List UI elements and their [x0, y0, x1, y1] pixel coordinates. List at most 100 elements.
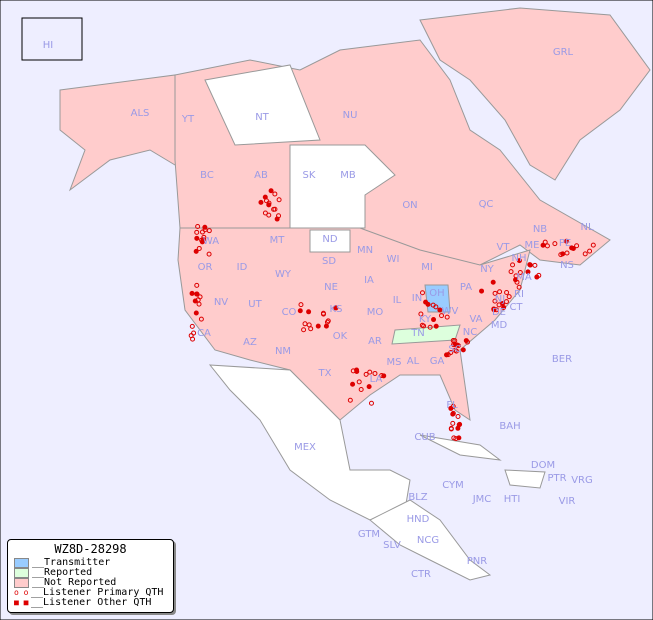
region-label-slv: SLV	[383, 540, 401, 551]
listener-marker	[268, 188, 274, 194]
legend-other: __Listener Other QTH	[31, 597, 152, 608]
listener-marker	[587, 248, 593, 254]
region-label-ct: CT	[509, 302, 523, 313]
legend-not-reported: __Not Reported	[32, 577, 117, 588]
region-label-sd: SD	[322, 256, 336, 267]
region-label-ut: UT	[248, 299, 262, 310]
listener-marker	[266, 200, 272, 206]
listener-marker	[457, 421, 463, 427]
listener-marker	[444, 314, 450, 320]
listener-marker	[439, 313, 445, 319]
region-label-mex: MEX	[294, 442, 316, 453]
listener-marker	[272, 206, 278, 212]
listener-marker	[354, 367, 360, 373]
region-label-il: IL	[393, 295, 402, 306]
legend-transmitter: __Transmitter	[32, 557, 111, 568]
listener-marker	[463, 338, 469, 344]
region-label-gtm: GTM	[358, 529, 380, 540]
region-label-wa: WA	[203, 236, 219, 247]
listener-marker	[350, 381, 356, 387]
listener-marker	[367, 369, 373, 375]
listener-marker	[448, 350, 454, 356]
listener-marker	[552, 241, 558, 247]
region-label-bc: BC	[200, 170, 214, 181]
land-greenland	[419, 7, 651, 181]
region-label-ptr: PTR	[547, 473, 566, 484]
region-label-tx: TX	[318, 368, 332, 379]
region-label-hi: HI	[43, 40, 53, 51]
listener-marker	[427, 324, 433, 330]
listener-marker	[451, 342, 457, 348]
listener-marker	[508, 269, 514, 275]
region-label-ber: BER	[552, 354, 572, 365]
region-label-va: VA	[469, 314, 482, 325]
listener-marker	[272, 191, 278, 197]
listener-marker	[450, 403, 456, 409]
listener-marker	[433, 304, 439, 310]
region-label-grl: GRL	[553, 47, 574, 58]
legend-primary: __Listener Primary QTH	[31, 587, 164, 598]
listener-marker	[276, 213, 282, 219]
listener-marker	[276, 197, 282, 203]
region-label-cub: CUB	[414, 432, 435, 443]
listener-marker	[590, 242, 596, 248]
listener-marker	[198, 316, 204, 322]
region-label-bah: BAH	[499, 421, 520, 432]
region-label-ar: AR	[368, 336, 382, 347]
listener-marker	[563, 238, 569, 244]
transmitter-swatch	[14, 558, 29, 568]
listener-marker	[258, 199, 264, 205]
region-label-mi: MI	[421, 262, 433, 273]
region-label-nm: NM	[275, 346, 291, 357]
region-label-me: ME	[525, 240, 540, 251]
listener-marker	[200, 237, 206, 243]
listener-marker	[325, 318, 331, 324]
region-label-de: DE	[492, 307, 506, 318]
listener-marker	[433, 323, 439, 329]
listener-marker	[564, 250, 570, 256]
listener-marker	[516, 258, 522, 264]
region-label-pa: PA	[460, 282, 472, 293]
listener-marker	[569, 245, 575, 251]
listener-marker	[194, 291, 200, 297]
listener-marker	[423, 299, 429, 305]
listener-marker	[206, 228, 212, 234]
region-label-mt: MT	[270, 235, 286, 246]
region-label-or: OR	[198, 262, 213, 273]
listener-marker	[347, 397, 353, 403]
listener-marker	[193, 310, 199, 316]
listener-marker	[306, 309, 312, 315]
region-label-id: ID	[237, 262, 248, 273]
listener-marker	[189, 323, 195, 329]
region-label-nu: NU	[343, 110, 358, 121]
listener-marker	[301, 327, 307, 333]
listener-marker	[492, 298, 498, 304]
listener-marker	[368, 400, 374, 406]
listener-marker	[263, 198, 269, 204]
region-label-vir: VIR	[559, 496, 576, 507]
region-label-ms: MS	[387, 357, 402, 368]
legend: WZ8D-28298 __Transmitter __Reported __No…	[7, 539, 174, 613]
region-label-mn: MN	[357, 245, 373, 256]
listener-marker	[363, 371, 369, 377]
listener-marker	[503, 299, 509, 305]
listener-marker	[450, 420, 456, 426]
listener-marker	[189, 290, 195, 296]
listener-marker	[315, 323, 321, 329]
region-label-qc: QC	[479, 199, 494, 210]
primary-qth-icon: o o	[14, 588, 29, 597]
region-label-wi: WI	[387, 254, 400, 265]
region-label-ne: NE	[324, 282, 338, 293]
listener-marker	[206, 251, 212, 257]
region-label-ok: OK	[333, 331, 348, 342]
listener-marker	[266, 212, 272, 218]
listener-marker	[558, 252, 564, 258]
listener-marker	[479, 288, 485, 294]
listener-marker	[437, 307, 443, 313]
listener-marker	[191, 330, 197, 336]
region-label-ri: RI	[514, 289, 524, 300]
listener-marker	[455, 413, 461, 419]
listener-marker	[455, 425, 461, 431]
region-label-pnr: PNR	[467, 556, 488, 567]
